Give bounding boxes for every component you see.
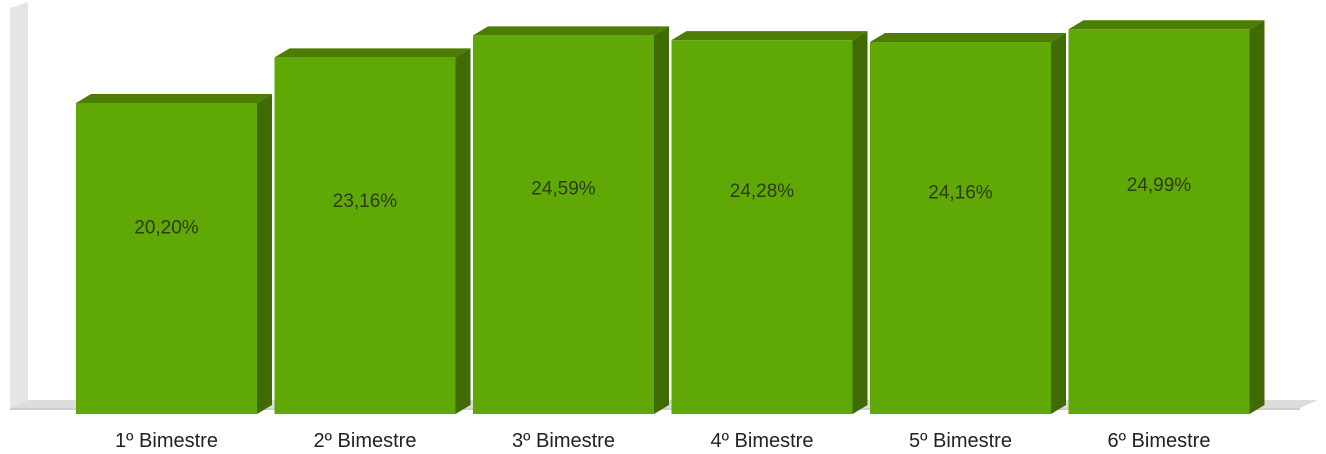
category-label-4: 4º Bimestre (711, 430, 814, 452)
bars-group (76, 20, 1265, 415)
bar-side-2 (455, 48, 471, 414)
category-label-2: 2º Bimestre (314, 430, 417, 452)
category-label-3: 3º Bimestre (512, 430, 615, 452)
bar-top-4 (671, 31, 868, 41)
bar-front-5 (870, 42, 1051, 415)
bar-top-6 (1068, 20, 1265, 30)
bar-top-3 (473, 26, 669, 36)
bar-side-3 (654, 26, 669, 415)
bar-side-4 (852, 31, 868, 415)
bar-top-5 (870, 33, 1066, 43)
category-label-6: 6º Bimestre (1108, 430, 1211, 452)
bar-front-3 (473, 35, 654, 415)
bar-front-1 (76, 103, 257, 414)
category-label-5: 5º Bimestre (909, 430, 1012, 452)
bar-front-2 (274, 57, 456, 414)
chart-back-wall (10, 2, 28, 408)
bar-side-6 (1249, 20, 1265, 415)
bar-value-label-2: 23,16% (333, 191, 398, 212)
bar-value-label-6: 24,99% (1127, 175, 1192, 196)
bar-value-label-1: 20,20% (134, 218, 199, 239)
bar-front-4 (671, 40, 853, 415)
bar-side-5 (1051, 33, 1066, 415)
bar-front-6 (1068, 29, 1250, 415)
bar-top-2 (274, 48, 471, 58)
category-labels-group: 1º Bimestre 2º Bimestre 3º Bimestre 4º Bime… (115, 430, 1210, 452)
category-label-1: 1º Bimestre (115, 430, 218, 452)
bar-side-1 (257, 94, 272, 414)
bar-value-label-4: 24,28% (730, 181, 795, 202)
bar-value-label-5: 24,16% (928, 182, 993, 203)
bar-value-label-3: 24,59% (531, 178, 596, 199)
value-labels-group: 20,20% 23,16% 24,59% 24,28% 24,16% 24,99% (134, 175, 1191, 239)
bar-top-1 (76, 94, 272, 103)
